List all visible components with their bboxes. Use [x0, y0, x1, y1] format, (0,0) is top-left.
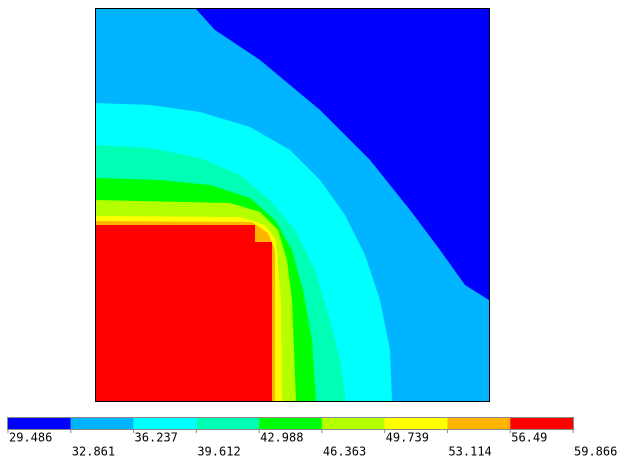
- colorbar-segment: [8, 418, 71, 429]
- tick-label: 56.49: [511, 431, 547, 445]
- tick-label: 36.237: [135, 431, 178, 445]
- colorbar: 29.486 32.861 36.237 39.612 42.988 46.363 49.7…: [7, 417, 617, 459]
- colorbar-segment: [196, 418, 260, 429]
- plot-border: [95, 8, 490, 402]
- contour-plot: [95, 8, 489, 401]
- contour-band: [95, 225, 272, 401]
- colorbar-segment: [384, 418, 448, 429]
- colorbar-segment: [510, 418, 573, 429]
- colorbar-segment: [133, 418, 197, 429]
- tick-label: 59.866: [574, 445, 617, 459]
- tick-label: 53.114: [448, 445, 491, 459]
- tick-label: 46.363: [323, 445, 366, 459]
- tick-label: 49.739: [386, 431, 429, 445]
- colorbar-segment: [321, 418, 385, 429]
- colorbar-segment: [70, 418, 134, 429]
- tick-label: 32.861: [72, 445, 115, 459]
- tick-label: 39.612: [197, 445, 240, 459]
- tick-label: 42.988: [260, 431, 303, 445]
- colorbar-segment: [259, 418, 322, 429]
- colorbar-segment: [447, 418, 511, 429]
- colorbar-frame: [7, 417, 574, 430]
- tick-label: 29.486: [9, 431, 52, 445]
